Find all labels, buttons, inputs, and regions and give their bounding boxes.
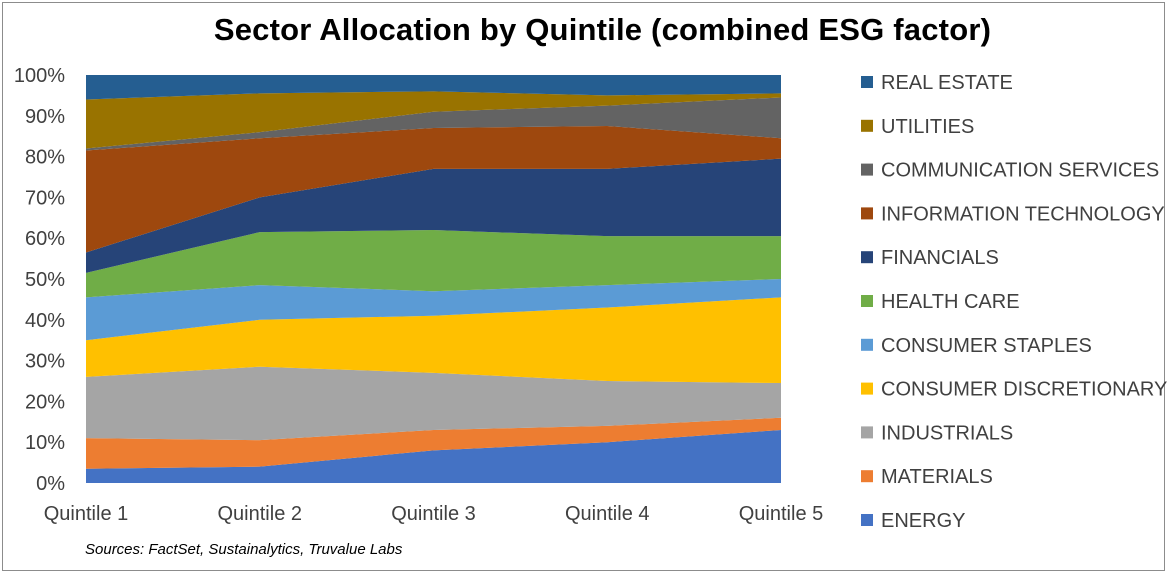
x-tick-label: Quintile 4 xyxy=(565,503,650,525)
legend-swatch xyxy=(861,119,873,132)
legend-swatch xyxy=(861,426,873,439)
legend-label: CONSUMER DISCRETIONARY xyxy=(881,379,1167,401)
y-tick-label: 10% xyxy=(25,432,65,454)
legend-label: FINANCIALS xyxy=(881,247,999,269)
area-utilities xyxy=(86,91,781,149)
x-tick-label: Quintile 5 xyxy=(739,503,824,525)
legend-label: INDUSTRIALS xyxy=(881,422,1013,444)
x-tick-label: Quintile 2 xyxy=(218,503,303,525)
y-tick-label: 20% xyxy=(25,391,65,413)
legend-swatch xyxy=(861,163,873,176)
area-health-care xyxy=(86,230,781,298)
legend-label: INFORMATION TECHNOLOGY xyxy=(881,203,1165,225)
legend-swatch xyxy=(861,207,873,220)
x-tick-label: Quintile 1 xyxy=(44,503,129,525)
legend-label: COMMUNICATION SERVICES xyxy=(881,160,1159,182)
y-tick-label: 30% xyxy=(25,351,65,373)
legend-label: MATERIALS xyxy=(881,466,993,488)
area-consumer-staples xyxy=(86,279,781,341)
chart-source-note: Sources: FactSet, Sustainalytics, Truval… xyxy=(85,541,403,558)
y-tick-label: 60% xyxy=(25,228,65,250)
y-tick-label: 90% xyxy=(25,106,65,128)
y-tick-label: 40% xyxy=(25,310,65,332)
x-tick-label: Quintile 3 xyxy=(391,503,476,525)
chart-title: Sector Allocation by Quintile (combined … xyxy=(213,12,992,47)
y-tick-label: 50% xyxy=(25,269,65,291)
y-tick-label: 70% xyxy=(25,187,65,209)
legend-label: UTILITIES xyxy=(881,116,974,138)
legend-label: HEALTH CARE xyxy=(881,291,1020,313)
y-tick-label: 0% xyxy=(36,473,65,495)
area-series-group xyxy=(86,75,781,483)
area-communication-services xyxy=(86,97,781,151)
legend-item-health-care: HEALTH CARE xyxy=(861,291,1020,313)
y-axis: 0% 10% 20% 30% 40% 50% 60% 70% 80% 90% 100% xyxy=(14,65,65,495)
legend-label: CONSUMER STAPLES xyxy=(881,335,1092,357)
legend-swatch xyxy=(861,251,873,264)
y-tick-label: 80% xyxy=(25,147,65,169)
area-materials xyxy=(86,417,781,469)
legend-item-consumer-staples: CONSUMER STAPLES xyxy=(861,335,1092,357)
legend-item-consumer-discretionary: CONSUMER DISCRETIONARY xyxy=(861,379,1167,401)
legend-label: ENERGY xyxy=(881,510,965,532)
legend: REAL ESTATE UTILITIES COMMUNICATION SERVIC… xyxy=(861,72,1167,532)
legend-item-utilities: UTILITIES xyxy=(861,116,974,138)
area-energy xyxy=(86,429,781,483)
legend-item-industrials: INDUSTRIALS xyxy=(861,422,1013,444)
area-information-technology xyxy=(86,126,781,253)
legend-item-information-technology: INFORMATION TECHNOLOGY xyxy=(861,203,1165,225)
area-financials xyxy=(86,158,781,273)
legend-swatch xyxy=(861,382,873,395)
x-axis: Quintile 1 Quintile 2 Quintile 3 Quintile 4… xyxy=(44,503,824,525)
legend-swatch xyxy=(861,470,873,483)
area-consumer-discretionary xyxy=(86,297,781,384)
legend-item-communication-services: COMMUNICATION SERVICES xyxy=(861,160,1159,182)
area-industrials xyxy=(86,366,781,441)
legend-item-real-estate: REAL ESTATE xyxy=(861,72,1013,94)
area-real-estate xyxy=(86,75,781,100)
legend-item-energy: ENERGY xyxy=(861,510,965,532)
legend-swatch xyxy=(861,514,873,526)
legend-swatch xyxy=(861,295,873,307)
legend-swatch xyxy=(861,76,873,88)
y-tick-label: 100% xyxy=(14,65,65,87)
legend-item-financials: FINANCIALS xyxy=(861,247,999,269)
legend-swatch xyxy=(861,338,873,351)
legend-label: REAL ESTATE xyxy=(881,72,1013,94)
legend-item-materials: MATERIALS xyxy=(861,466,993,488)
